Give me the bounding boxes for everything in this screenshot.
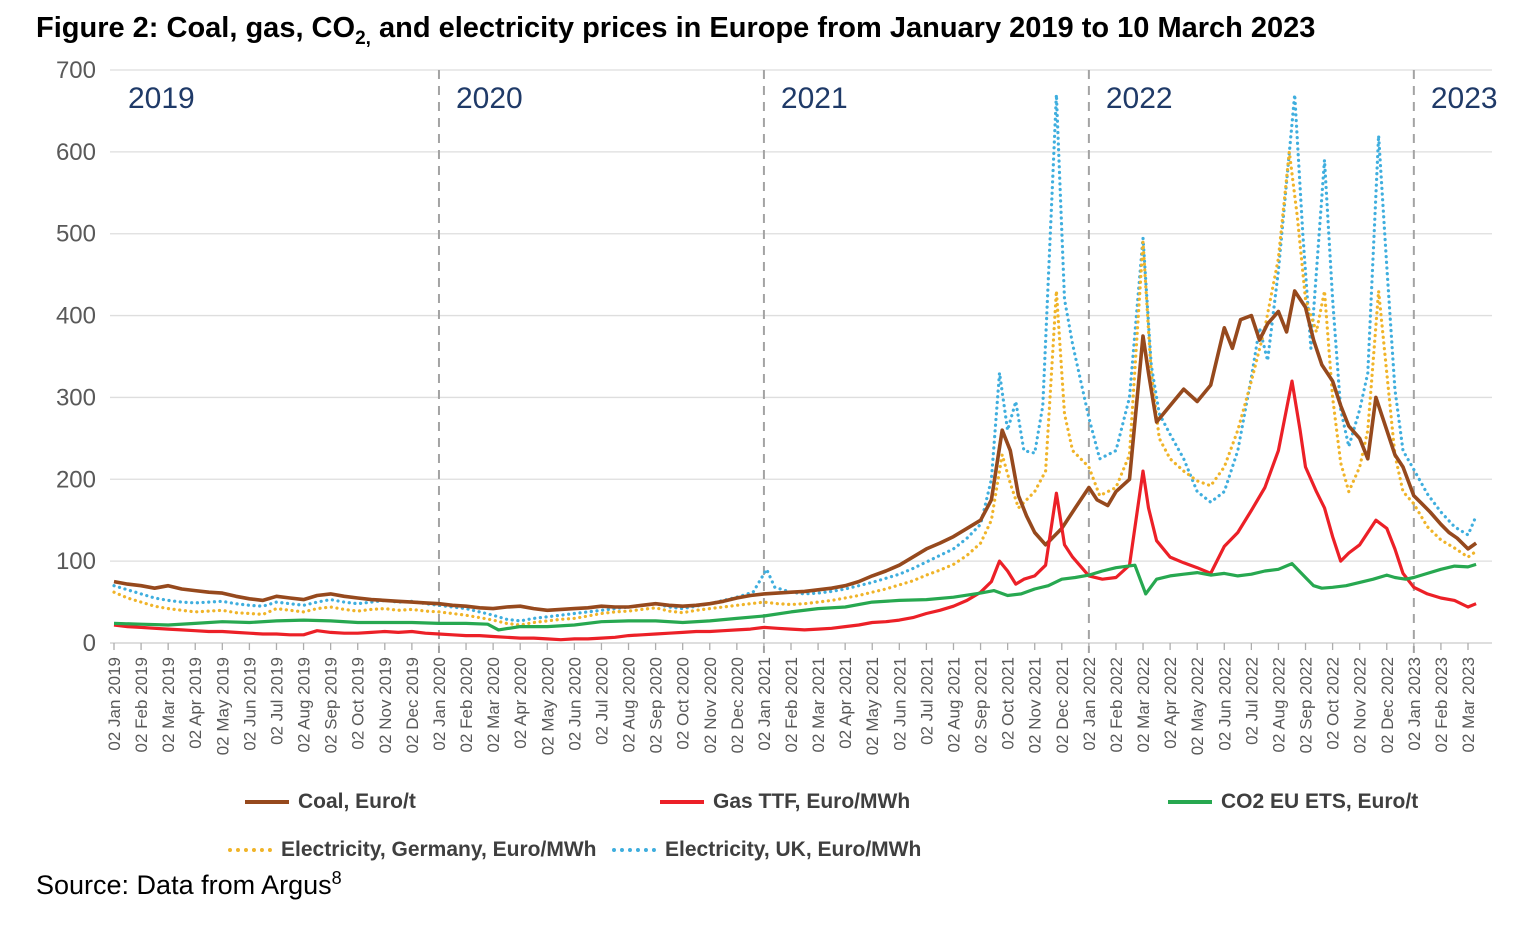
page-title: Figure 2: Coal, gas, CO2, and electricit…: [36, 12, 1516, 50]
x-tick-label: 02 Feb 2023: [1432, 657, 1451, 752]
y-tick-label-100: 100: [56, 548, 96, 575]
x-tick-label: 02 Sep 2022: [1297, 657, 1316, 753]
gas-ttf-legend-swatch: [660, 800, 704, 804]
source-text: Source: Data from Argus: [36, 870, 332, 900]
x-tick-label: 02 Jul 2022: [1242, 657, 1261, 745]
x-tick-label: 02 Jan 2019: [105, 657, 124, 751]
gas-ttf-legend-label: Gas TTF, Euro/MWh: [713, 790, 911, 813]
price-chart: 0 100 200 300 400 500 600 700 02 Jan 2019 02 Feb …: [56, 57, 1498, 755]
x-tick-label: 02 Jul 2021: [917, 657, 936, 745]
x-tick-label: 02 Mar 2021: [809, 657, 828, 752]
x-tick-label: 02 Nov 2019: [376, 657, 395, 753]
x-tick-label: 02 Mar 2019: [159, 657, 178, 752]
x-tick-label: 02 Dec 2020: [728, 657, 747, 753]
year-label-2021: 2021: [781, 82, 848, 115]
x-tick-label: 02 Jan 2021: [755, 657, 774, 751]
x-tick-label: 02 Nov 2021: [1026, 657, 1045, 753]
y-axis-labels: 0 100 200 300 400 500 600 700: [56, 57, 96, 657]
x-tick-label: 02 Mar 2022: [1134, 657, 1153, 752]
year-label-2023: 2023: [1431, 82, 1498, 115]
source-note: Source: Data from Argus8: [36, 868, 342, 901]
title-prefix: Figure 2: Coal, gas, CO: [36, 12, 356, 44]
x-tick-label: 02 Oct 2022: [1324, 657, 1343, 750]
legend-item-electricity-uk: Electricity, UK, Euro/MWh: [612, 836, 921, 864]
x-tick-label: 02 Apr 2020: [511, 657, 530, 749]
year-label-2020: 2020: [456, 82, 523, 115]
x-tick-label: 02 Dec 2021: [1053, 657, 1072, 753]
x-tick-label: 02 Nov 2022: [1351, 657, 1370, 753]
year-label-2019: 2019: [128, 82, 195, 115]
x-tick-label: 02 Aug 2020: [620, 657, 639, 752]
x-tick-label: 02 Mar 2023: [1459, 657, 1478, 752]
x-tick-label: 02 Jan 2022: [1080, 657, 1099, 751]
source-superscript: 8: [331, 868, 342, 888]
x-tick-label: 02 Sep 2021: [972, 657, 991, 753]
y-tick-label-400: 400: [56, 303, 96, 330]
legend: Coal, Euro/t Gas TTF, Euro/MWh CO2 EU ET…: [0, 786, 1536, 878]
legend-item-electricity-germany: Electricity, Germany, Euro/MWh: [228, 836, 596, 864]
x-tick-label: 02 Feb 2022: [1107, 657, 1126, 752]
electricity-uk-legend-swatch: [612, 848, 656, 852]
x-tick-label: 02 Dec 2022: [1378, 657, 1397, 753]
x-tick-label: 02 Sep 2019: [322, 657, 341, 753]
year-markers: 2019 2020 2021 2022 2023: [128, 70, 1498, 653]
x-tick-label: 02 Jul 2020: [592, 657, 611, 745]
series-electricity-uk-euro-mwh: [112, 93, 1478, 623]
x-tick-label: 02 Oct 2019: [349, 657, 368, 750]
x-tick-label: 02 Feb 2020: [457, 657, 476, 752]
coal-legend-swatch: [245, 800, 289, 804]
x-tick-label: 02 Oct 2021: [999, 657, 1018, 750]
title-subscript: 2,: [355, 27, 371, 49]
electricity-germany-legend-label: Electricity, Germany, Euro/MWh: [281, 838, 597, 861]
legend-item-coal: Coal, Euro/t: [245, 788, 416, 816]
x-tick-label: 02 May 2019: [213, 657, 232, 755]
x-axis-labels: 02 Jan 2019 02 Feb 2019 02 Mar 2019 02 Apr …: [105, 657, 1478, 755]
electricity-uk-legend-label: Electricity, UK, Euro/MWh: [665, 838, 922, 861]
co2-eu-ets-legend-label: CO2 EU ETS, Euro/t: [1221, 790, 1419, 813]
x-tick-label: 02 Apr 2021: [836, 657, 855, 749]
title-suffix: and electricity prices in Europe from Ja…: [370, 12, 1316, 44]
series-gas-ttf-euro-mwh: [113, 379, 1477, 642]
x-tick-label: 02 Aug 2019: [295, 657, 314, 752]
series-co2-eu-ets-euro-t: [113, 562, 1477, 632]
x-tick-label: 02 Jun 2022: [1215, 657, 1234, 751]
x-tick-label: 02 May 2020: [538, 657, 557, 755]
legend-item-gas-ttf: Gas TTF, Euro/MWh: [660, 788, 910, 816]
x-tick-label: 02 Feb 2021: [782, 657, 801, 752]
x-tick-label: 02 Jan 2020: [430, 657, 449, 751]
x-tick-label: 02 May 2021: [863, 657, 882, 755]
x-axis-ticks: [113, 643, 1469, 650]
x-tick-label: 02 Feb 2019: [132, 657, 151, 752]
electricity-germany-legend-swatch: [228, 848, 272, 852]
y-tick-label-700: 700: [56, 57, 96, 84]
coal-legend-label: Coal, Euro/t: [298, 790, 416, 813]
x-tick-label: 02 Dec 2019: [403, 657, 422, 753]
y-tick-label-600: 600: [56, 139, 96, 166]
x-tick-label: 02 Nov 2020: [701, 657, 720, 753]
y-tick-label-200: 200: [56, 466, 96, 493]
x-tick-label: 02 Apr 2019: [186, 657, 205, 749]
x-tick-label: 02 Jan 2023: [1405, 657, 1424, 751]
legend-item-co2-eu-ets: CO2 EU ETS, Euro/t: [1168, 788, 1418, 816]
year-label-2022: 2022: [1106, 82, 1173, 115]
series-electricity-germany-euro-mwh: [112, 150, 1478, 627]
y-tick-label-300: 300: [56, 384, 96, 411]
co2-eu-ets-legend-swatch: [1168, 800, 1212, 804]
x-tick-label: 02 Jun 2019: [240, 657, 259, 751]
x-tick-label: 02 Mar 2020: [484, 657, 503, 752]
x-tick-label: 02 Jun 2021: [890, 657, 909, 751]
x-tick-label: 02 Aug 2021: [944, 657, 963, 752]
x-tick-label: 02 Jun 2020: [565, 657, 584, 751]
x-tick-label: 02 Aug 2022: [1269, 657, 1288, 752]
y-tick-label-500: 500: [56, 221, 96, 248]
x-tick-label: 02 May 2022: [1188, 657, 1207, 755]
x-tick-label: 02 Oct 2020: [674, 657, 693, 750]
series-coal-euro-t: [113, 289, 1478, 613]
y-tick-label-0: 0: [83, 630, 96, 657]
x-tick-label: 02 Apr 2022: [1161, 657, 1180, 749]
chart-area: 0 100 200 300 400 500 600 700 02 Jan 2019 02 Feb …: [0, 55, 1536, 780]
x-tick-label: 02 Sep 2020: [647, 657, 666, 753]
x-tick-label: 02 Jul 2019: [267, 657, 286, 745]
gridlines: [110, 69, 1492, 644]
